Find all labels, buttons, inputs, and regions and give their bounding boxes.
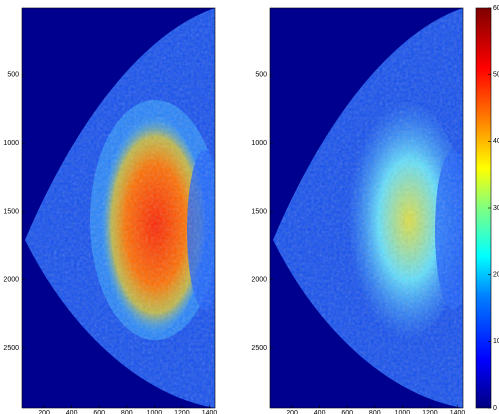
colorbar-tick-label: 600 [493,5,499,12]
x-tick-label: 400 [314,410,326,414]
x-tick-label: 200 [286,410,298,414]
x-tick-label: 800 [121,410,133,414]
x-tick-label: 600 [93,410,105,414]
x-tick-label: 1200 [422,410,438,414]
y-tick-label: 2000 [3,277,19,284]
x-tick-label: 400 [66,410,78,414]
y-tick-label: 1500 [251,208,267,215]
y-tick-label: 2500 [3,345,19,352]
y-tick-label: 2000 [251,277,267,284]
x-tick-label: 600 [341,410,353,414]
colorbar-tick-label: 400 [493,138,499,145]
colorbar-tick-label: 0 [493,405,497,412]
colorbar-tick-label: 500 [493,72,499,79]
colorbar-tick-label: 100 [493,338,499,345]
x-tick-label: 1400 [450,410,466,414]
colorbar-tick-label: 200 [493,272,499,279]
y-tick-label: 1000 [251,140,267,147]
image-right [269,7,464,409]
y-tick-label: 1000 [3,140,19,147]
x-tick-label: 1000 [147,410,163,414]
y-tick-label: 500 [7,72,19,79]
image-left [21,7,216,409]
x-tick-label: 1400 [202,410,218,414]
x-tick-label: 200 [38,410,50,414]
colorbar-tick-label: 300 [493,205,499,212]
y-tick-label: 500 [255,72,267,79]
x-tick-label: 800 [369,410,381,414]
y-tick-label: 1500 [3,208,19,215]
x-tick-label: 1200 [174,410,190,414]
x-tick-label: 1000 [395,410,411,414]
y-tick-label: 2500 [251,345,267,352]
